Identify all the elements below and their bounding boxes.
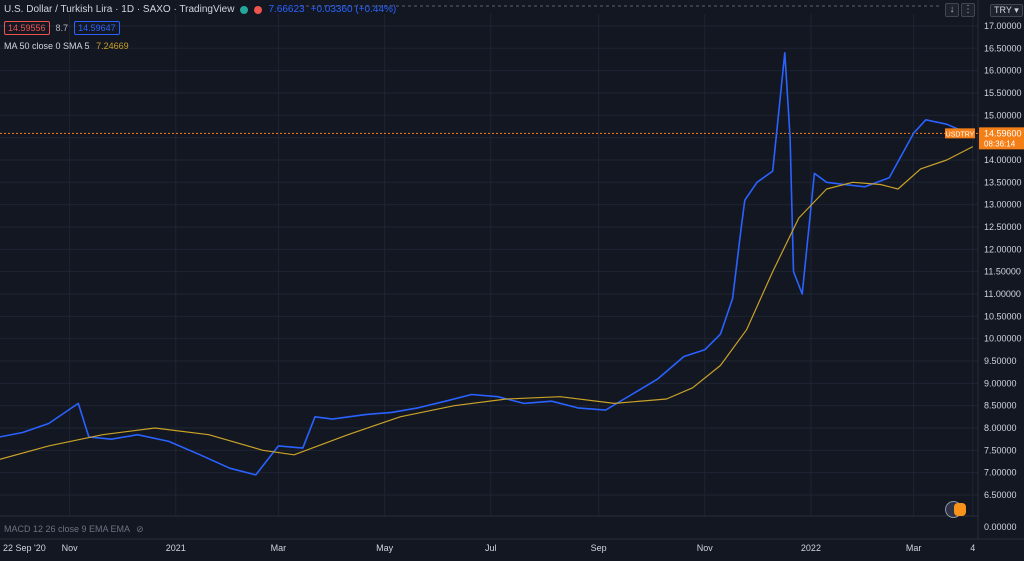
series-line-usdtry [0, 51, 973, 476]
x-tick-label: Sep [591, 543, 607, 553]
macd-label: MACD 12 26 close 9 EMA EMA [4, 524, 130, 534]
last-value: 7.66623 [268, 4, 305, 15]
hide-icon[interactable]: ⊘ [136, 524, 144, 534]
buy-button[interactable]: 14.59647 [74, 21, 120, 35]
y-tick-label: 11.50000 [984, 267, 1021, 277]
countdown-label: 08:36:14 [984, 139, 1016, 148]
symbol-tag-bg [945, 128, 975, 139]
y-tick-label: 8.00000 [984, 423, 1017, 433]
last-price-tag-bg [979, 127, 1024, 150]
y-tick-label: 17.00000 [984, 21, 1022, 31]
x-tick-label: 2022 [801, 543, 821, 553]
x-tick-label: Nov [697, 543, 714, 553]
x-tick-label: 4 [970, 543, 975, 553]
y-tick-label: 0.00000 [984, 522, 1017, 532]
y-tick-label: 16.00000 [984, 66, 1022, 76]
y-tick-label: 11.00000 [984, 289, 1021, 299]
sell-button[interactable]: 14.59556 [4, 21, 50, 35]
y-tick-label: 7.50000 [984, 445, 1017, 455]
ma-label: MA 50 close 0 SMA 5 [4, 41, 90, 51]
x-tick-label: Mar [906, 543, 922, 553]
symbol-tag: USDTRY [946, 131, 975, 138]
macd-legend[interactable]: MACD 12 26 close 9 EMA EMA ⊘ [4, 524, 144, 535]
spread-value: 8.7 [55, 23, 69, 33]
y-tick-label: 6.50000 [984, 490, 1017, 500]
x-tick-label: Nov [62, 543, 79, 553]
y-tick-label: 16.50000 [984, 43, 1022, 53]
y-tick-label: 13.50000 [984, 177, 1022, 187]
y-tick-label: 12.50000 [984, 222, 1022, 232]
x-tick-label: Mar [271, 543, 287, 553]
status-icon [254, 5, 263, 14]
tr-flag-icon[interactable] [954, 503, 966, 516]
y-tick-label: 13.00000 [984, 200, 1022, 210]
y-tick-label: 10.50000 [984, 311, 1022, 321]
y-tick-label: 10.00000 [984, 334, 1022, 344]
ma-value: 7.24669 [96, 41, 129, 51]
ma-legend[interactable]: MA 50 close 0 SMA 5 7.24669 [4, 41, 129, 51]
y-tick-label: 15.50000 [984, 88, 1022, 98]
download-icon[interactable]: ↓ [945, 3, 959, 17]
x-tick-label: Jul [485, 543, 497, 553]
chart-header: U.S. Dollar / Turkish Lira · 1D · SAXO ·… [4, 4, 396, 15]
x-tick-label: May [376, 543, 394, 553]
order-panel: 14.59556 8.7 14.59647 [4, 21, 120, 35]
y-tick-label: 12.00000 [984, 244, 1022, 254]
x-tick-label: 2021 [166, 543, 186, 553]
x-tick-label: 22 Sep '20 [3, 543, 46, 553]
chart-title: U.S. Dollar / Turkish Lira · 1D · SAXO ·… [4, 4, 235, 15]
settings-icon[interactable]: ⋮ [961, 3, 975, 17]
y-tick-label: 15.00000 [984, 110, 1022, 120]
y-tick-label: 9.00000 [984, 378, 1017, 388]
currency-label: TRY [994, 5, 1012, 15]
y-tick-label: 14.00000 [984, 155, 1022, 165]
y-tick-label: 8.50000 [984, 401, 1017, 411]
y-tick-label: 9.50000 [984, 356, 1017, 366]
market-open-icon [240, 5, 249, 14]
last-price-tag: 14.59600 [984, 128, 1022, 138]
y-tick-label: 7.00000 [984, 468, 1017, 478]
price-change: +0.03360 (+0.44%) [310, 4, 397, 15]
series-line-ma-50 [0, 146, 974, 460]
currency-selector[interactable]: TRY ▾ [990, 4, 1023, 17]
